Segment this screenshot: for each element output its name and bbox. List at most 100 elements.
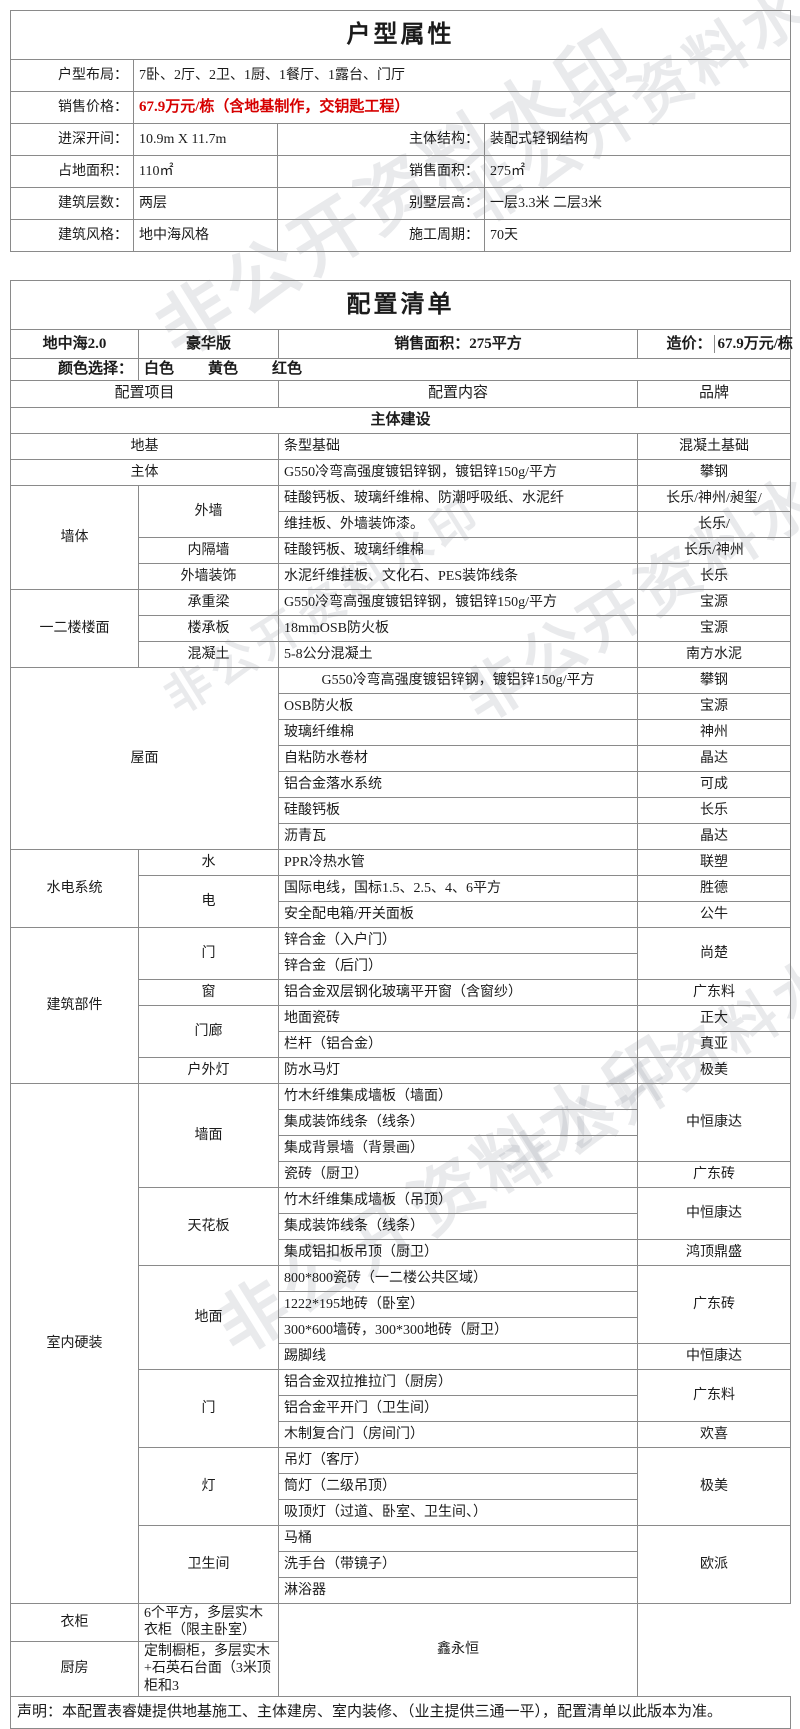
- table-row: 栏杆（铝合金） 真亚: [11, 1030, 791, 1058]
- content-cell: 硅酸钙板、玻璃纤维棉: [278, 536, 638, 564]
- subcategory-outdoor-lamp: 户外灯: [138, 1056, 279, 1084]
- content-cell: 铝合金双拉推拉门（厨房）: [278, 1368, 638, 1396]
- content-cell: 硅酸钙板: [278, 796, 638, 824]
- table-row: 锌合金（后门）: [11, 952, 791, 980]
- row-label-2: 主体结构：: [277, 123, 485, 156]
- table-row: 建筑风格： 地中海风格 施工周期： 70天: [10, 219, 791, 252]
- column-header-brand: 品牌: [637, 379, 791, 408]
- table-row: 混凝土 5-8公分混凝土 南方水泥: [11, 640, 791, 668]
- subcategory-water: 水: [138, 848, 279, 876]
- content-cell: G550冷弯高强度镀铝锌钢，镀铝锌150g/平方: [278, 666, 638, 694]
- table-row: 进深开间： 10.9m X 11.7m 主体结构： 装配式轻钢结构: [10, 123, 791, 156]
- table-row: 主体 G550冷弯高强度镀铝锌钢，镀铝锌150g/平方 攀钢: [10, 458, 791, 486]
- content-cell: 筒灯（二级吊顶）: [278, 1472, 638, 1500]
- category-interior-hard-decoration: 室内硬装: [10, 1082, 139, 1604]
- section-title-main-construction: 主体建设: [10, 406, 791, 434]
- row-label: 销售价格：: [10, 91, 134, 124]
- subcategory-window: 窗: [138, 978, 279, 1006]
- content-cell: 竹木纤维集成墙板（吊顶）: [278, 1186, 638, 1214]
- brand-cell: 宝源: [637, 692, 791, 720]
- content-cell: 条型基础: [278, 432, 638, 460]
- table-row: 1222*195地砖（卧室）: [11, 1290, 791, 1318]
- column-header-content: 配置内容: [278, 379, 638, 408]
- content-cell: 沥青瓦: [278, 822, 638, 850]
- table-row: 楼承板 18mmOSB防火板 宝源: [11, 614, 791, 642]
- subcategory-door: 门: [138, 926, 279, 980]
- content-cell: 竹木纤维集成墙板（墙面）: [278, 1082, 638, 1110]
- table-row: 筒灯（二级吊顶）: [11, 1472, 791, 1500]
- color-option-yellow[interactable]: 黄色: [208, 361, 239, 377]
- brand-cell: 南方水泥: [637, 640, 791, 668]
- subcategory-porch: 门廊: [138, 1004, 279, 1058]
- declaration-note: 声明：本配置表睿婕提供地基施工、主体建房、室内装修、（业主提供三通一平），配置清…: [10, 1696, 791, 1729]
- table-spacer: [0, 252, 800, 280]
- content-cell: OSB防火板: [278, 692, 638, 720]
- brand-cell: 宝源: [637, 614, 791, 642]
- subcategory-exterior-decoration: 外墙装饰: [138, 562, 279, 590]
- content-cell: 踢脚线: [278, 1342, 638, 1370]
- color-choice-options[interactable]: 白色 黄色 红色: [138, 358, 791, 381]
- subcategory-floor-deck: 楼承板: [138, 614, 279, 642]
- row-label-2: 销售面积：: [277, 155, 485, 188]
- color-option-white[interactable]: 白色: [144, 361, 175, 377]
- content-cell: 铝合金双层钢化玻璃平开窗（含窗纱）: [278, 978, 638, 1006]
- table-row: 地基 条型基础 混凝土基础: [10, 432, 791, 460]
- table-row: 屋面 G550冷弯高强度镀铝锌钢，镀铝锌150g/平方 攀钢: [10, 666, 791, 850]
- table-row: 卫生间 马桶 欧派: [11, 1524, 791, 1604]
- table-row: 内隔墙 硅酸钙板、玻璃纤维棉 长乐/神州: [11, 536, 791, 564]
- content-cell: 吊灯（客厅）: [278, 1446, 638, 1474]
- content-cell: 集成装饰线条（线条）: [278, 1212, 638, 1240]
- table-row: 建筑部件 门 锌合金（入户门） 尚楚: [10, 926, 791, 1084]
- brand-cell: 广东砖: [637, 1160, 791, 1188]
- content-cell: 铝合金平开门（卫生间）: [278, 1394, 638, 1422]
- table-row: 地面 800*800瓷砖（一二楼公共区域） 广东砖: [11, 1264, 791, 1370]
- content-cell: 防水马灯: [278, 1056, 638, 1084]
- category-foundation: 地基: [10, 432, 279, 460]
- declaration-row: 声明：本配置表睿婕提供地基施工、主体建房、室内装修、（业主提供三通一平），配置清…: [10, 1696, 791, 1729]
- brand-cell: 胜德: [637, 874, 791, 902]
- content-cell: 木制复合门（房间门）: [278, 1420, 638, 1448]
- content-cell: G550冷弯高强度镀铝锌钢，镀铝锌150g/平方: [278, 588, 638, 616]
- content-cell: 定制橱柜，多层实木+石英石台面（3米顶柜和3: [138, 1640, 279, 1698]
- category-floor-slab: 一二楼楼面: [10, 588, 139, 668]
- table-row: 吸顶灯（过道、卧室、卫生间、）: [11, 1498, 791, 1526]
- content-cell: 铝合金落水系统: [278, 770, 638, 798]
- brand-cell: 广东砖: [637, 1264, 791, 1344]
- content-cell: 1222*195地砖（卧室）: [278, 1290, 638, 1318]
- brand-cell: 真亚: [637, 1030, 791, 1058]
- brand-cell: 神州: [637, 718, 791, 746]
- subcategory-wardrobe: 衣柜: [10, 1602, 139, 1642]
- table-row: 铝合金落水系统 可成: [11, 770, 791, 798]
- table-row: 衣柜 6个平方，多层实木衣柜（限主卧室） 鑫永恒: [10, 1602, 791, 1698]
- table-row: 集成背景墙（背景画）: [11, 1134, 791, 1162]
- row-value: 7卧、2厅、2卫、1厨、1餐厅、1露台、门厅: [133, 59, 791, 92]
- category-building-components: 建筑部件: [10, 926, 139, 1084]
- brand-cell: 攀钢: [637, 458, 791, 486]
- house-attributes-table: 户型属性 户型布局： 7卧、2厅、2卫、1厨、1餐厅、1露台、门厅 销售价格： …: [10, 10, 791, 252]
- sale-price-value: 67.9万元/栋（含地基制作，交钥匙工程）: [133, 91, 791, 124]
- brand-cell: 长乐: [637, 562, 791, 590]
- subcategory-exterior-wall: 外墙: [138, 484, 279, 538]
- model-name: 地中海2.0: [10, 329, 139, 359]
- brand-cell: 中恒康达: [637, 1082, 791, 1162]
- content-cell: 自粘防水卷材: [278, 744, 638, 772]
- row-value-2: 一层3.3米 二层3米: [484, 187, 791, 220]
- content-cell: 淋浴器: [278, 1576, 638, 1604]
- table-row: OSB防火板 宝源: [11, 692, 791, 720]
- row-value: 110㎡: [133, 155, 278, 188]
- subcategory-ceiling: 天花板: [138, 1186, 279, 1266]
- color-option-red[interactable]: 红色: [272, 361, 303, 377]
- subcategory-kitchen: 厨房: [10, 1640, 139, 1698]
- table-row: 电 国际电线，国标1.5、2.5、4、6平方 胜德: [11, 874, 791, 928]
- brand-cell: 联塑: [637, 848, 791, 876]
- subcategory-bathroom: 卫生间: [138, 1524, 279, 1604]
- content-cell: 集成装饰线条（线条）: [278, 1108, 638, 1136]
- subcategory-wall-surface: 墙面: [138, 1082, 279, 1188]
- row-value: 10.9m X 11.7m: [133, 123, 278, 156]
- subcategory-interior-door: 门: [138, 1368, 279, 1448]
- table-row: 木制复合门（房间门） 欢喜: [11, 1420, 791, 1448]
- brand-cell: 尚楚: [637, 926, 791, 980]
- table-row: 淋浴器: [11, 1576, 791, 1604]
- category-plumbing-electrical: 水电系统: [10, 848, 139, 928]
- content-cell: 吸顶灯（过道、卧室、卫生间、）: [278, 1498, 638, 1526]
